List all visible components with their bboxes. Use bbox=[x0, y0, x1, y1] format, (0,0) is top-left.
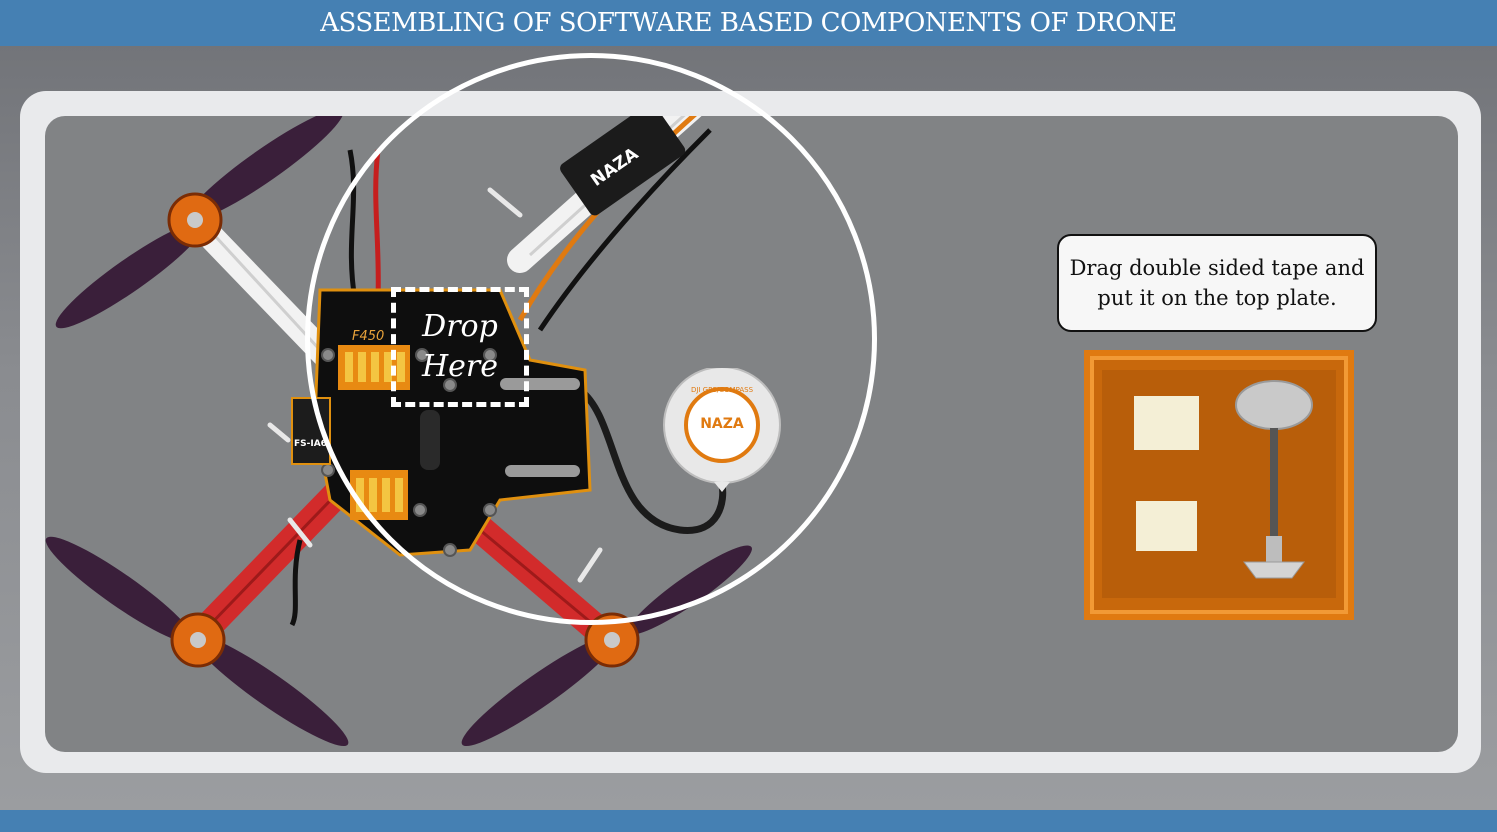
zoom-lens-circle bbox=[305, 53, 877, 625]
gps-mast-image bbox=[1235, 380, 1313, 579]
instruction-text: Drag double sided tape and put it on the… bbox=[1069, 256, 1365, 310]
receiver-label: FS-IA6 bbox=[294, 439, 327, 449]
tape-tray-image bbox=[1084, 350, 1354, 620]
instruction-bubble: Drag double sided tape and put it on the… bbox=[1057, 234, 1377, 332]
page-title: ASSEMBLING OF SOFTWARE BASED COMPONENTS … bbox=[0, 0, 1497, 46]
drop-zone-line1: Drop bbox=[422, 309, 498, 344]
double-sided-tape-2[interactable] bbox=[1136, 501, 1197, 551]
double-sided-tape-1[interactable] bbox=[1134, 396, 1199, 450]
drop-zone-line2: Here bbox=[421, 349, 498, 384]
footer-bar bbox=[0, 810, 1497, 832]
drop-zone[interactable]: Drop Here bbox=[391, 287, 529, 407]
